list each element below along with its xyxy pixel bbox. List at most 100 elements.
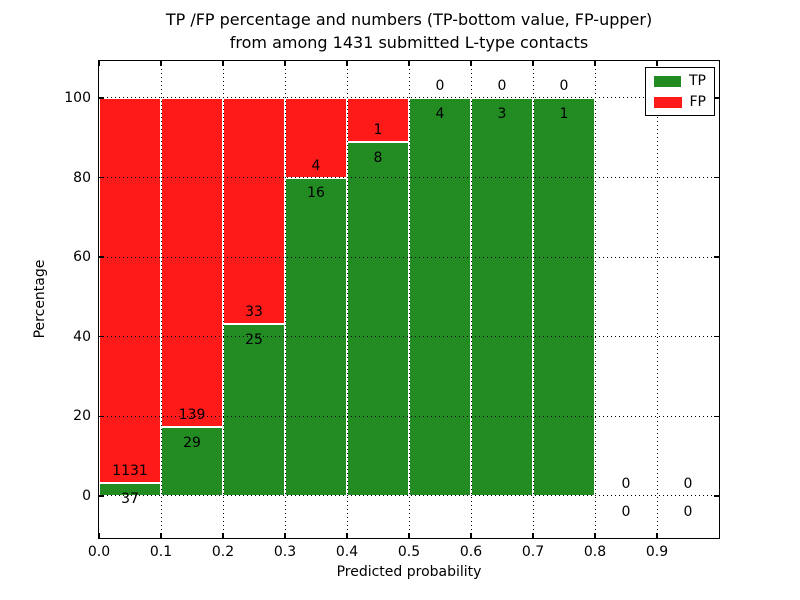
v-gridline: [656, 61, 658, 538]
x-tick-mark: [160, 61, 162, 66]
y-tick-mark: [714, 97, 719, 99]
x-tick-mark: [284, 533, 286, 538]
x-tick-mark: [98, 61, 100, 66]
x-axis-label: Predicted probability: [336, 564, 482, 580]
tp-count-label: 29: [183, 434, 201, 451]
y-tick-label: 20: [73, 408, 91, 425]
fp-bar-segment: [161, 97, 223, 427]
fp-count-label: 0: [497, 78, 507, 95]
chart-title: TP /FP percentage and numbers (TP-bottom…: [165, 10, 653, 53]
v-gridline: [594, 61, 596, 538]
legend-item-tp: TP: [654, 74, 706, 88]
x-tick-mark: [656, 533, 658, 538]
h-gridline: [99, 495, 719, 497]
x-tick-mark: [222, 533, 224, 538]
y-tick-mark: [714, 335, 719, 338]
fp-bar-segment: [99, 97, 161, 484]
legend: TP FP: [645, 67, 715, 116]
tp-bar-segment: [347, 142, 409, 496]
tp-count-label: 37: [121, 491, 139, 507]
x-tick-mark: [470, 61, 472, 66]
tp-count-label: 1: [559, 105, 569, 122]
fp-count-label: 4: [311, 157, 321, 174]
y-tick-mark: [99, 415, 104, 417]
h-gridline: [99, 177, 719, 179]
fp-legend-swatch-icon: [654, 96, 682, 108]
x-tick-label: 0.2: [211, 544, 235, 560]
tp-legend-label: TP: [689, 73, 706, 89]
v-gridline: [408, 61, 410, 538]
x-tick-mark: [470, 533, 472, 538]
x-tick-label: 0.9: [645, 544, 669, 560]
x-tick-mark: [532, 61, 534, 66]
x-tick-mark: [656, 61, 658, 66]
x-tick-mark: [594, 533, 596, 538]
fp-count-label: 0: [559, 78, 569, 95]
v-gridline: [532, 61, 534, 538]
fp-count-label: 0: [435, 78, 445, 95]
y-tick-label: 40: [73, 328, 91, 345]
tp-count-label: 16: [307, 185, 325, 202]
fp-count-label: 0: [621, 475, 631, 492]
tp-count-label: 8: [373, 150, 383, 167]
fp-count-label: 0: [683, 475, 693, 492]
tp-legend-swatch-icon: [654, 75, 681, 87]
fp-count-label: 33: [245, 304, 263, 321]
y-tick-mark: [714, 256, 719, 258]
v-gridline: [222, 61, 224, 538]
x-tick-label: 0.5: [397, 544, 421, 560]
v-gridline: [346, 61, 348, 538]
x-tick-label: 0.3: [273, 544, 297, 560]
x-tick-label: 0.0: [87, 544, 111, 560]
y-tick-label: 0: [82, 487, 91, 504]
x-tick-label: 0.4: [335, 544, 359, 560]
h-gridline: [99, 336, 719, 338]
y-tick-mark: [714, 415, 719, 417]
x-tick-mark: [532, 533, 534, 538]
y-tick-label: 60: [73, 249, 91, 266]
x-tick-mark: [222, 61, 224, 66]
tp-count-label: 3: [497, 105, 507, 122]
x-tick-label: 0.6: [459, 544, 483, 560]
h-gridline: [99, 256, 719, 258]
v-gridline: [470, 61, 472, 538]
fp-count-label: 139: [178, 407, 206, 424]
x-tick-mark: [408, 533, 410, 538]
fp-bar-segment: [223, 97, 285, 325]
x-tick-label: 0.1: [149, 544, 173, 560]
tp-count-label: 25: [245, 332, 263, 349]
y-tick-mark: [99, 256, 104, 258]
x-tick-mark: [346, 61, 348, 66]
legend-item-fp: FP: [654, 95, 706, 109]
x-tick-mark: [284, 61, 286, 66]
y-tick-mark: [714, 495, 719, 497]
fp-count-label: 1131: [112, 463, 148, 480]
fp-bar-segment: [347, 97, 409, 143]
h-gridline: [99, 415, 719, 417]
tp-count-label: 0: [621, 503, 631, 520]
y-tick-mark: [714, 176, 719, 179]
h-gridline: [99, 97, 719, 99]
v-gridline: [160, 61, 162, 538]
x-tick-mark: [98, 533, 100, 538]
y-tick-mark: [99, 335, 104, 338]
x-tick-label: 0.7: [521, 544, 545, 560]
x-tick-label: 0.8: [583, 544, 607, 560]
tp-bar-segment: [161, 427, 223, 496]
y-tick-label: 100: [64, 89, 91, 106]
fp-legend-label: FP: [689, 94, 707, 110]
x-tick-mark: [160, 533, 162, 538]
tp-count-label: 0: [683, 503, 693, 520]
y-tick-mark: [99, 97, 104, 99]
x-tick-mark: [346, 533, 348, 538]
x-tick-mark: [408, 61, 410, 66]
tp-bar-segment: [223, 324, 285, 496]
y-tick-mark: [99, 176, 104, 179]
y-tick-mark: [99, 495, 104, 497]
